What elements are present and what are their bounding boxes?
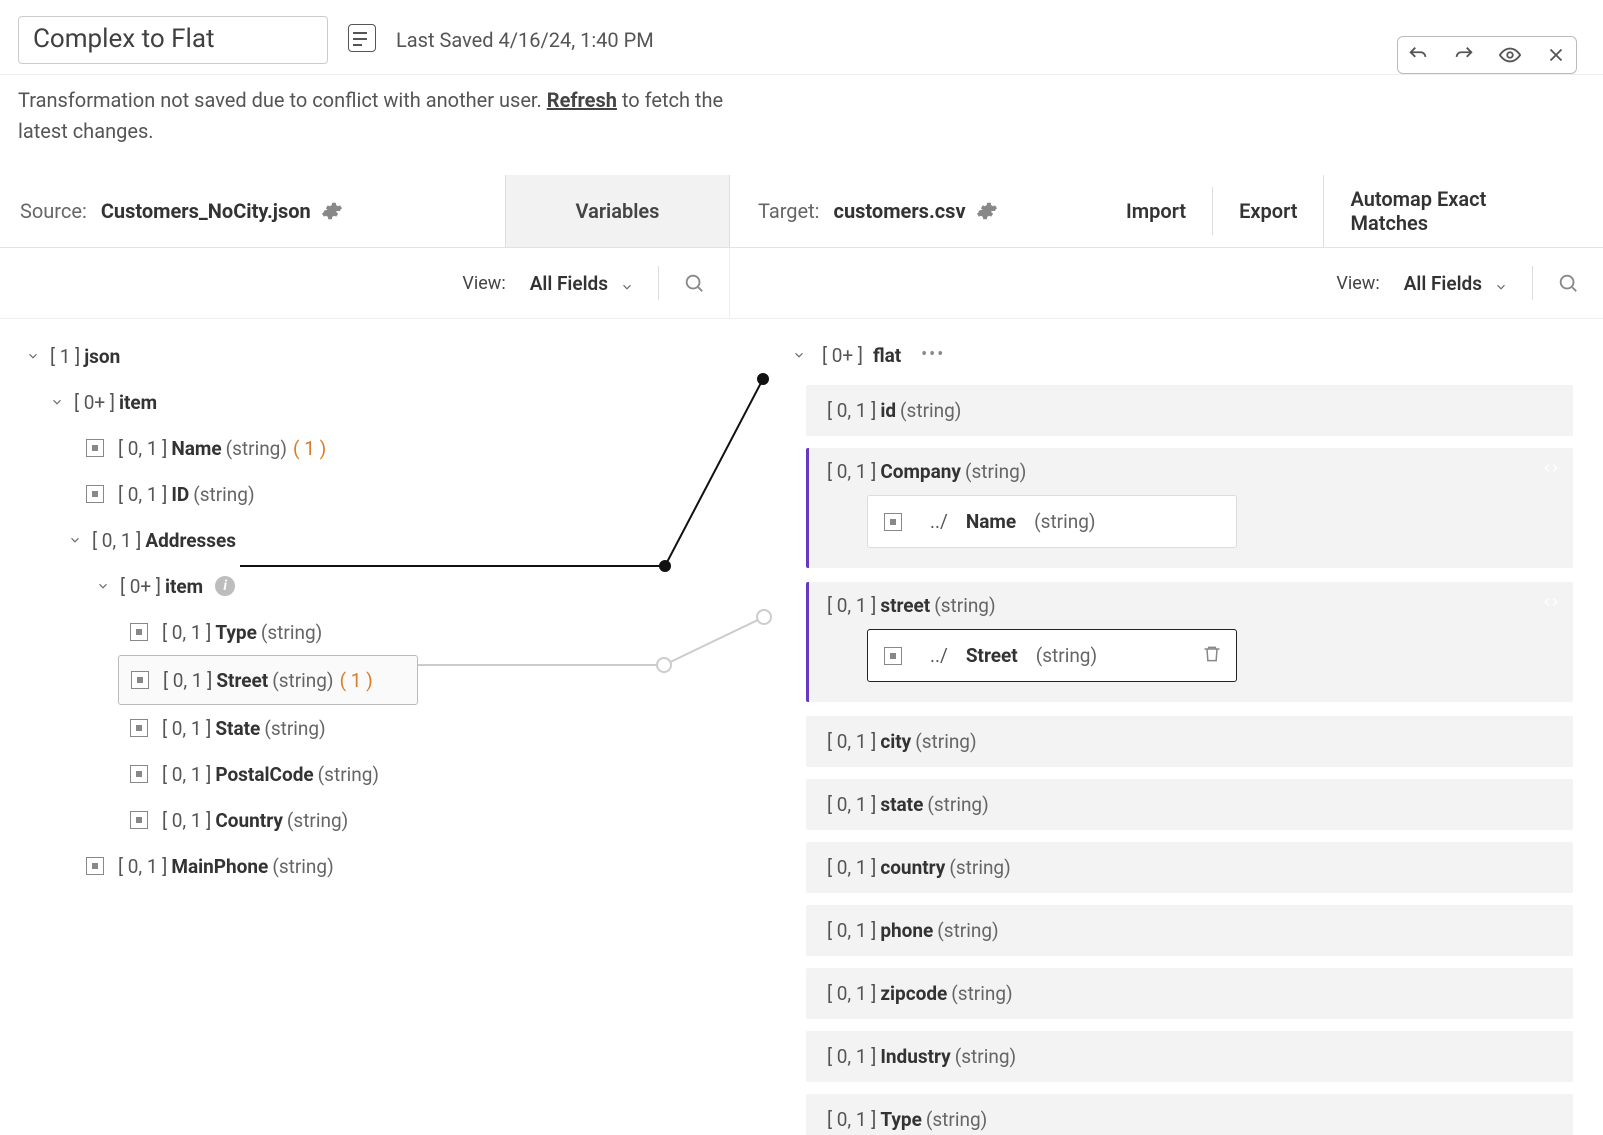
tree-row-address-item[interactable]: [ 0+ ] item i [0,563,730,609]
chevron-down-icon [620,276,634,290]
undo-button[interactable] [1404,41,1432,69]
tree-row-state[interactable]: [ 0, 1 ] State (string) [0,705,730,751]
trash-icon[interactable] [1202,644,1222,664]
refresh-link[interactable]: Refresh [547,88,617,112]
reference-count: ( 1 ) [340,669,373,692]
source-label: Source: [20,199,87,223]
redo-button[interactable] [1450,41,1478,69]
script-badge-icon[interactable] [1543,458,1559,481]
target-settings-icon[interactable] [976,200,998,222]
target-row-city[interactable]: [ 0, 1 ] city (string) [806,716,1573,767]
reference-count: ( 1 ) [293,437,326,460]
target-row-company[interactable]: [ 0, 1 ] Company (string) ../ Name (stri… [806,448,1573,568]
tree-row-postalcode[interactable]: [ 0, 1 ] PostalCode (string) [0,751,730,797]
more-actions-icon[interactable]: ••• [921,346,945,364]
target-view-select[interactable]: All Fields [1404,272,1508,295]
field-icon [884,647,902,665]
tree-row-json[interactable]: [ 1 ] json [0,333,730,379]
field-icon [131,671,149,689]
target-row-id[interactable]: [ 0, 1 ] id (string) [806,385,1573,436]
target-row-phone[interactable]: [ 0, 1 ] phone (string) [806,905,1573,956]
target-row-country[interactable]: [ 0, 1 ] country (string) [806,842,1573,893]
script-badge-icon[interactable] [1543,592,1559,615]
tree-row-street-selected[interactable]: [ 0, 1 ] Street (string) ( 1 ) [118,655,418,705]
target-view-label: View: [1336,273,1379,294]
target-row-street[interactable]: [ 0, 1 ] street (string) ../ Street (str… [806,582,1573,702]
field-icon [130,719,148,737]
chevron-down-icon[interactable] [24,347,42,365]
mapping-chip-street[interactable]: ../ Street (string) [867,629,1237,682]
chevron-down-icon[interactable] [48,393,66,411]
target-row-zipcode[interactable]: [ 0, 1 ] zipcode (string) [806,968,1573,1019]
field-icon [884,513,902,531]
chevron-down-icon [1494,276,1508,290]
chevron-down-icon[interactable] [790,346,808,364]
target-row-type[interactable]: [ 0, 1 ] Type (string) [806,1094,1573,1135]
conflict-warning: Transformation not saved due to conflict… [0,75,760,175]
chevron-down-icon[interactable] [66,531,84,549]
tree-row-name[interactable]: [ 0, 1 ] Name (string) ( 1 ) [0,425,730,471]
field-icon [86,485,104,503]
target-filename: customers.csv [834,199,966,223]
target-tree-root[interactable]: [ 0+ ] flat ••• [730,333,1573,377]
tree-row-addresses[interactable]: [ 0, 1 ] Addresses [0,517,730,563]
import-button[interactable]: Import [1100,187,1212,235]
info-badge-icon[interactable]: i [215,576,235,596]
tree-row-mainphone[interactable]: [ 0, 1 ] MainPhone (string) [0,843,730,889]
source-tree: [ 1 ] json [ 0+ ] item [ 0, 1 ] Name (st… [0,333,730,889]
target-row-industry[interactable]: [ 0, 1 ] Industry (string) [806,1031,1573,1082]
source-filename: Customers_NoCity.json [101,199,311,223]
transformation-title-input[interactable]: Complex to Flat [18,16,328,64]
automap-button[interactable]: Automap Exact Matches [1323,175,1579,247]
field-icon [86,439,104,457]
target-row-state[interactable]: [ 0, 1 ] state (string) [806,779,1573,830]
field-icon [86,857,104,875]
notes-icon[interactable] [348,24,376,52]
field-icon [130,623,148,641]
target-area: Target: customers.csv [730,175,1100,247]
target-tree: [ 0+ ] flat ••• [ 0, 1 ] id (string) [ 0… [730,333,1603,1135]
preview-button[interactable] [1496,41,1524,69]
close-button[interactable] [1542,41,1570,69]
variables-tab[interactable]: Variables [505,175,730,247]
tree-row-id[interactable]: [ 0, 1 ] ID (string) [0,471,730,517]
mapping-chip-name[interactable]: ../ Name (string) [867,495,1237,548]
source-area: Source: Customers_NoCity.json [0,175,505,247]
tree-row-type[interactable]: [ 0, 1 ] Type (string) [0,609,730,655]
field-icon [130,811,148,829]
export-button[interactable]: Export [1212,187,1323,235]
tree-row-country[interactable]: [ 0, 1 ] Country (string) [0,797,730,843]
tree-row-item[interactable]: [ 0+ ] item [0,379,730,425]
source-search-icon[interactable] [683,272,705,294]
header-toolbar [1397,36,1577,74]
source-view-select[interactable]: All Fields [530,272,634,295]
chevron-down-icon[interactable] [94,577,112,595]
last-saved-text: Last Saved 4/16/24, 1:40 PM [396,28,654,52]
target-search-icon[interactable] [1557,272,1579,294]
source-settings-icon[interactable] [321,200,343,222]
field-icon [130,765,148,783]
target-label: Target: [758,199,820,223]
source-view-label: View: [462,273,505,294]
